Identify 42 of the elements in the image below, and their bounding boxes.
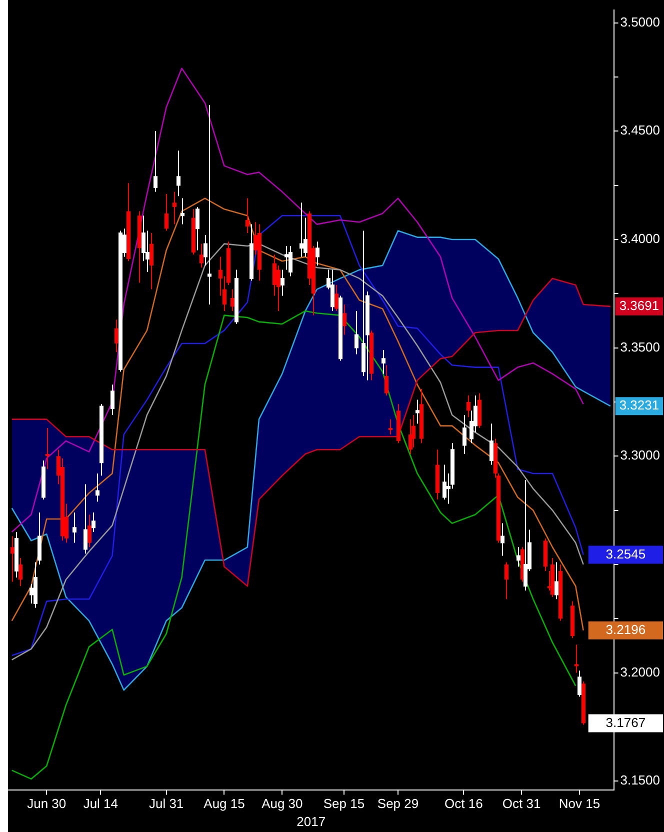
- x-tick-label: Nov 15: [558, 796, 600, 812]
- candlestick: [114, 319, 118, 353]
- candlestick: [164, 193, 168, 232]
- candlestick: [388, 418, 392, 435]
- y-tick-label: 3.3000: [620, 448, 660, 463]
- x-tick-label: Aug 30: [262, 796, 303, 812]
- candlestick: [408, 418, 412, 454]
- x-tick-label: Jul 31: [148, 796, 184, 812]
- text: 3.1767: [606, 714, 646, 730]
- candlestick: [466, 394, 470, 418]
- candlestick: [384, 364, 388, 396]
- y-tick-label: 3.1500: [620, 772, 660, 788]
- candlestick: [342, 304, 346, 336]
- y-tick-label: 3.4500: [620, 122, 660, 138]
- candlestick: [10, 536, 14, 582]
- x-tick-label: Jun 30: [27, 796, 66, 812]
- x-axis-title: 2017: [296, 814, 326, 829]
- candlestick: [88, 514, 92, 548]
- candlestick: [18, 557, 22, 587]
- candlestick: [150, 232, 154, 290]
- data-label: 3.3691: [619, 298, 660, 313]
- candlestick: [172, 191, 176, 225]
- x-tick-label: Oct 16: [444, 796, 483, 812]
- x-tick-label: Oct 31: [502, 796, 541, 812]
- y-tick-label: 3.5000: [620, 14, 660, 30]
- candlestick: [334, 284, 338, 312]
- candlestick: [46, 427, 50, 470]
- y-tick-label: 3.4000: [620, 231, 660, 246]
- x-tick-label: Aug 15: [204, 796, 245, 812]
- candlestick: [200, 243, 204, 268]
- candlestick: [230, 288, 234, 312]
- y-tick-label: 3.3500: [620, 339, 660, 354]
- candlestick: [574, 644, 578, 674]
- y-tick-label: 3.2000: [620, 664, 660, 680]
- candlestick: [246, 198, 250, 234]
- x-tick-label: Sep 29: [377, 796, 419, 812]
- candlestick: [504, 562, 508, 600]
- x-tick-label: Sep 15: [323, 796, 365, 812]
- x-tick-label: Jul 14: [83, 796, 118, 812]
- data-label: 3.2196: [606, 622, 646, 637]
- data-label: 3.2545: [606, 546, 646, 562]
- data-label: 3.3231: [619, 398, 660, 413]
